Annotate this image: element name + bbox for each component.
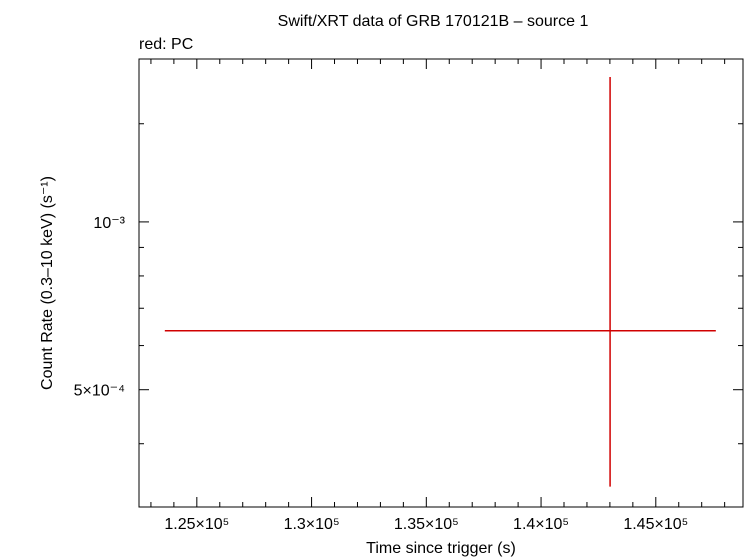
plot-frame [138,58,744,508]
x-axis-label: Time since trigger (s) [366,540,516,557]
x-tick-label: 1.45×10⁵ [623,516,688,533]
y-tick-label: 5×10⁻⁴ [74,383,125,400]
x-tick-label: 1.3×10⁵ [284,516,340,533]
x-tick-label: 1.25×10⁵ [164,516,229,533]
x-tick-label: 1.4×10⁵ [513,516,569,533]
chart-title: Swift/XRT data of GRB 170121B – source 1 [278,13,589,30]
y-axis-label: Count Rate (0.3–10 keV) (s⁻¹) [39,176,56,390]
subtitle: red: PC [139,36,193,53]
y-tick-label: 10⁻³ [93,215,125,232]
x-tick-label: 1.35×10⁵ [394,516,459,533]
